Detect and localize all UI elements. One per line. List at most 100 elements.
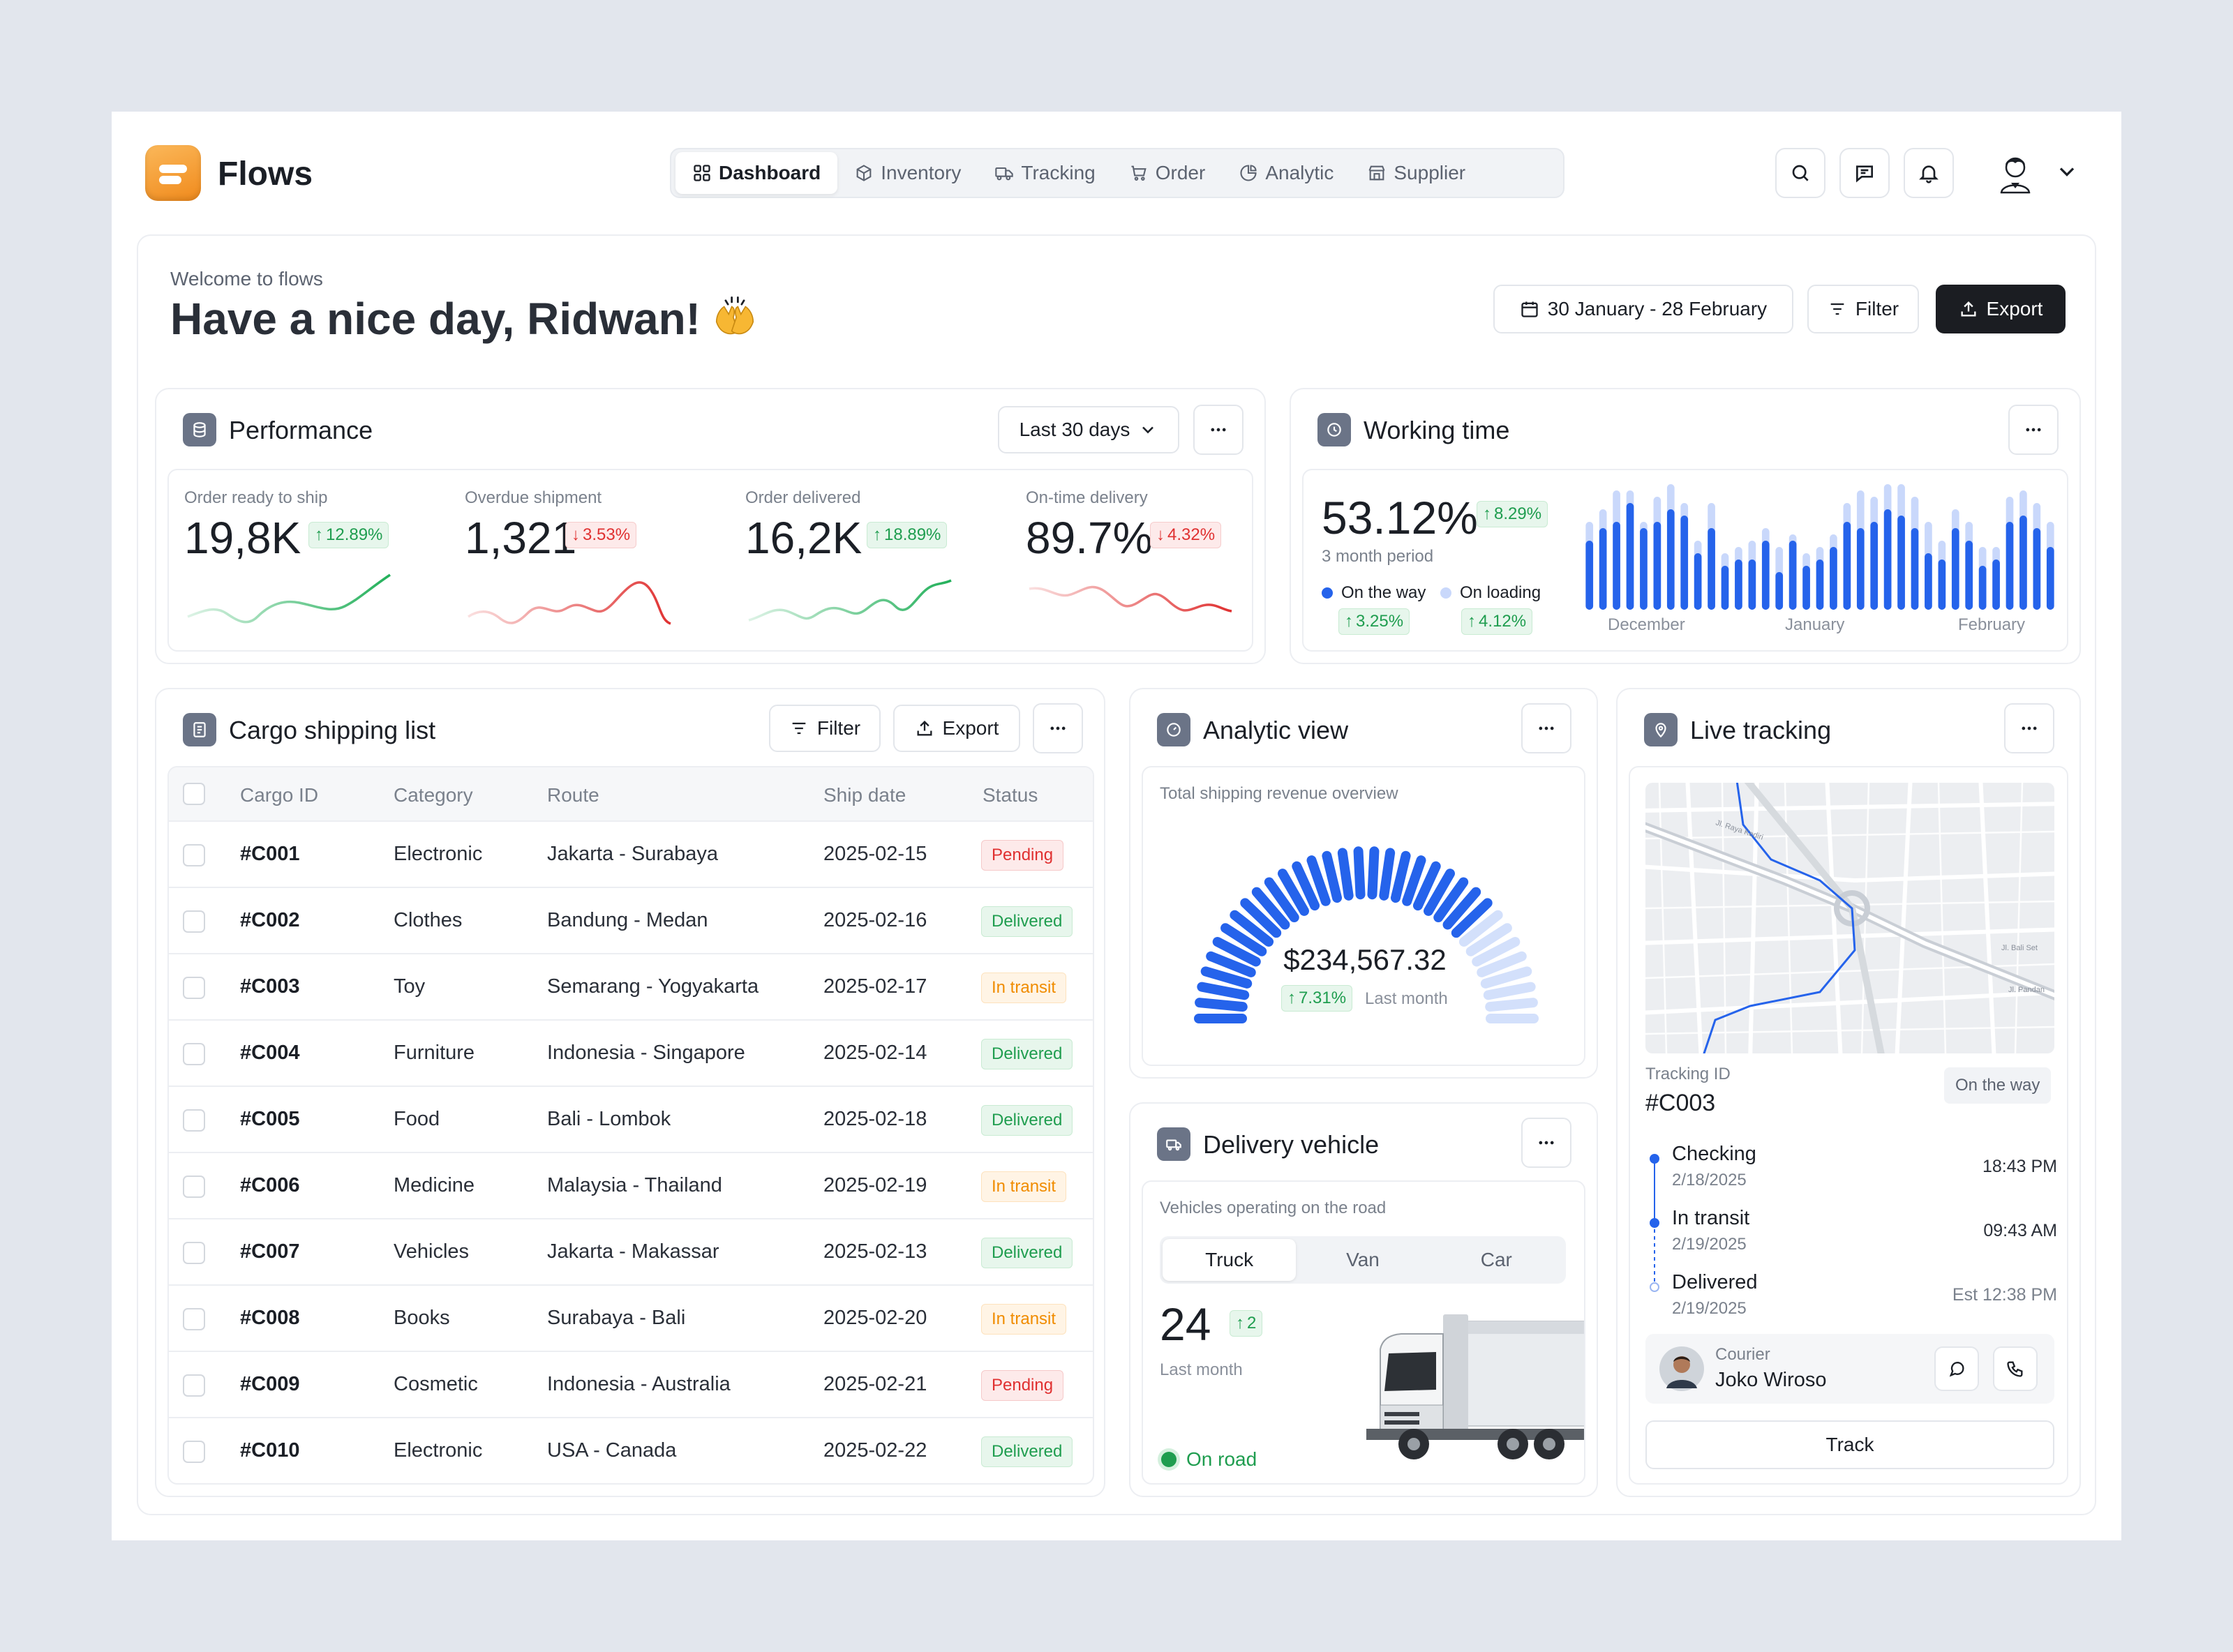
table-row[interactable]: #C007 Vehicles Jakarta - Makassar 2025-02-1… <box>169 1219 1093 1286</box>
gauge-segment <box>1412 861 1441 911</box>
tab-truck[interactable]: Truck <box>1163 1239 1297 1281</box>
cargo-more-button[interactable] <box>1033 703 1083 753</box>
chat-courier-button[interactable] <box>1934 1346 1979 1391</box>
nav-analytic[interactable]: Analytic <box>1222 152 1350 194</box>
sparkline <box>187 573 391 624</box>
row-checkbox[interactable] <box>183 1043 205 1065</box>
row-checkbox[interactable] <box>183 1374 205 1397</box>
column-header[interactable]: Route <box>547 784 599 806</box>
column-header[interactable]: Ship date <box>823 784 906 806</box>
sparkline <box>1029 585 1232 613</box>
column-header[interactable]: Cargo ID <box>240 784 319 806</box>
bar-on-the-way <box>1666 509 1675 610</box>
performance-more-button[interactable] <box>1193 405 1244 455</box>
row-checkbox[interactable] <box>183 1176 205 1198</box>
gauge-segment <box>1322 850 1343 903</box>
notifications-button[interactable] <box>1904 148 1954 198</box>
arrow-up-icon: ↑ <box>1467 612 1476 631</box>
nav-dashboard[interactable]: Dashboard <box>675 152 838 194</box>
row-checkbox[interactable] <box>183 977 205 999</box>
cargo-ship-date: 2025-02-16 <box>823 909 927 931</box>
row-checkbox[interactable] <box>183 910 205 933</box>
tab-van[interactable]: Van <box>1346 1249 1380 1270</box>
tracking-map[interactable]: Jl. Raya Kediri Jl. Pandan Jl. Bali Set <box>1645 783 2054 1053</box>
flows-logo[interactable] <box>145 145 201 201</box>
export-button[interactable]: Export <box>1936 285 2066 333</box>
nav-order[interactable]: Order <box>1112 152 1223 194</box>
change-badge: ↑ 8.29% <box>1477 501 1548 527</box>
step-dot <box>1650 1154 1659 1164</box>
row-checkbox[interactable] <box>183 1109 205 1132</box>
cargo-export-button[interactable]: Export <box>893 705 1020 752</box>
working-time-more-button[interactable] <box>2008 405 2059 455</box>
date-range-button[interactable]: 30 January - 28 February <box>1493 285 1793 333</box>
column-header[interactable]: Status <box>983 784 1038 806</box>
vehicle-more-button[interactable] <box>1521 1118 1571 1168</box>
call-courier-button[interactable] <box>1993 1346 2038 1391</box>
tab-car[interactable]: Car <box>1480 1249 1512 1270</box>
cargo-route: Surabaya - Bali <box>547 1307 686 1329</box>
cargo-id: #C007 <box>240 1240 300 1263</box>
bar-on-the-way <box>1802 566 1810 610</box>
tracking-id-label: Tracking ID <box>1645 1065 1731 1083</box>
column-header[interactable]: Category <box>394 784 473 806</box>
more-icon <box>1539 726 1554 730</box>
nav-supplier[interactable]: Supplier <box>1350 152 1482 194</box>
table-row[interactable]: #C001 Electronic Jakarta - Surabaya 2025-02… <box>169 822 1093 888</box>
table-row[interactable]: #C004 Furniture Indonesia - Singapore 2025-… <box>169 1021 1093 1087</box>
table-row[interactable]: #C010 Electronic USA - Canada 2025-02-22 Del… <box>169 1418 1093 1483</box>
row-checkbox[interactable] <box>183 1308 205 1330</box>
cargo-route: Bali - Lombok <box>547 1108 671 1130</box>
welcome-text: Welcome to flows <box>170 268 323 290</box>
map-street-label: Jl. Pandan <box>2008 986 2045 994</box>
step-date: 2/19/2025 <box>1672 1235 1747 1254</box>
working-time-bar-chart <box>1585 484 2054 610</box>
table-row[interactable]: #C003 Toy Semarang - Yogyakarta 2025-02-17 I… <box>169 954 1093 1021</box>
period-label: Last 30 days <box>1019 419 1130 440</box>
raised-hands-icon <box>715 296 754 335</box>
step-time: 18:43 PM <box>1982 1157 2057 1176</box>
user-avatar[interactable] <box>1990 148 2040 198</box>
table-row[interactable]: #C006 Medicine Malaysia - Thailand 2025-02-… <box>169 1153 1093 1219</box>
table-row[interactable]: #C002 Clothes Bandung - Medan 2025-02-16 Del… <box>169 888 1093 954</box>
row-checkbox[interactable] <box>183 1242 205 1264</box>
courier-box: Courier Joko Wiroso <box>1645 1334 2054 1404</box>
row-checkbox[interactable] <box>183 844 205 866</box>
more-icon <box>2022 726 2037 730</box>
nav-label: Dashboard <box>719 162 821 183</box>
table-row[interactable]: #C008 Books Surabaya - Bali 2025-02-20 In tr… <box>169 1286 1093 1352</box>
bar-on-the-way <box>1870 522 1879 610</box>
gauge-segment <box>1264 877 1299 923</box>
cargo-ship-date: 2025-02-18 <box>823 1108 927 1130</box>
chevron-down-icon[interactable] <box>2054 159 2079 184</box>
nav-inventory[interactable]: Inventory <box>837 152 978 194</box>
gauge-segment <box>1485 998 1538 1012</box>
filter-button[interactable]: Filter <box>1807 285 1919 333</box>
period-dropdown[interactable]: Last 30 days <box>998 406 1179 453</box>
cargo-shipping-card: Cargo shipping list Filter Export Cargo … <box>155 688 1105 1497</box>
change-value: 3.25% <box>1356 612 1404 631</box>
row-checkbox[interactable] <box>183 1441 205 1463</box>
cart-icon <box>1131 165 1147 181</box>
messages-button[interactable] <box>1839 148 1890 198</box>
analytic-view-card: Analytic view Total shipping revenue ove… <box>1129 688 1598 1079</box>
bar-on-the-way <box>1735 560 1742 610</box>
analytic-body: Total shipping revenue overview $234,567… <box>1142 766 1585 1066</box>
step-dot <box>1650 1282 1659 1292</box>
arrow-down-icon: ↓ <box>1156 525 1165 544</box>
track-button[interactable]: Track <box>1645 1420 2054 1469</box>
gauge-segment <box>1424 869 1455 916</box>
table-row[interactable]: #C009 Cosmetic Indonesia - Australia 2025-0… <box>169 1352 1093 1418</box>
analytic-more-button[interactable] <box>1521 703 1571 753</box>
gauge-segment <box>1197 982 1250 1000</box>
nav-label: Inventory <box>881 162 962 183</box>
search-button[interactable] <box>1775 148 1825 198</box>
table-row[interactable]: #C005 Food Bali - Lombok 2025-02-18 Delivere… <box>169 1087 1093 1153</box>
top-bar: Flows Dashboard Inventory Tracking Order… <box>145 145 2088 201</box>
gauge-segment <box>1477 951 1527 977</box>
bar-on-the-way <box>1897 516 1905 610</box>
cargo-filter-button[interactable]: Filter <box>769 705 881 752</box>
nav-tracking[interactable]: Tracking <box>978 152 1112 194</box>
tracking-more-button[interactable] <box>2004 703 2054 753</box>
select-all-checkbox[interactable] <box>183 783 205 805</box>
